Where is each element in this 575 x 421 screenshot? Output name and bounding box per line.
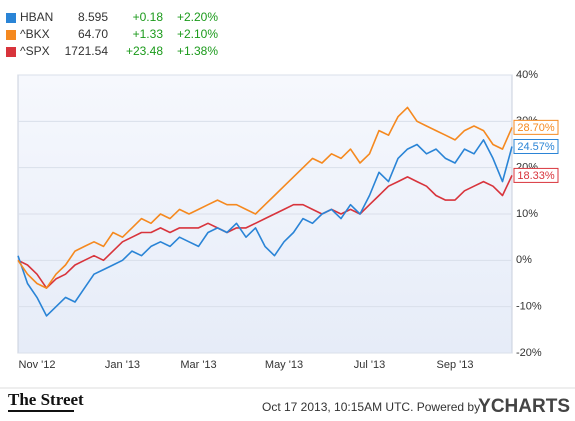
legend-price: 64.70	[78, 27, 108, 41]
y-tick-label: 40%	[516, 69, 538, 81]
legend-label: ^SPX	[20, 44, 50, 58]
x-tick-label: Jul '13	[354, 359, 385, 371]
end-label-box	[513, 119, 559, 135]
series-line	[17, 106, 513, 289]
x-tick-label: Nov '12	[19, 359, 56, 371]
x-tick-label: May '13	[265, 359, 303, 371]
x-tick-label: Mar '13	[180, 359, 216, 371]
footer-timestamp: Oct 17 2013, 10:15AM UTC. Powered by	[262, 400, 480, 414]
legend-change-pct: +2.10%	[177, 27, 218, 41]
legend-change: +23.48	[126, 44, 163, 58]
legend-swatch	[6, 13, 16, 23]
end-label: 28.70%	[517, 122, 555, 134]
end-label-box	[513, 167, 559, 183]
legend-label: ^BKX	[20, 27, 50, 41]
legend: HBAN 8.595 +0.18 +2.20% ^BKX 64.70 +1.33 +2.10%…	[6, 10, 218, 58]
end-label: 18.33%	[517, 170, 555, 182]
legend-swatch	[6, 47, 16, 57]
legend-change-pct: +1.38%	[177, 44, 218, 58]
footer-logo: The Street	[8, 390, 84, 409]
legend-swatch	[6, 30, 16, 40]
y-tick-label: -20%	[516, 347, 542, 359]
x-tick-label: Sep '13	[437, 359, 474, 371]
legend-change: +1.33	[133, 27, 164, 41]
legend-change-pct: +2.20%	[177, 10, 218, 24]
y-tick-label: 0%	[516, 254, 532, 266]
footer-brand: YCHARTS	[478, 396, 570, 417]
x-tick-label: Jan '13	[105, 359, 140, 371]
legend-price: 1721.54	[65, 44, 109, 58]
series-line	[17, 175, 513, 289]
end-label: 24.57%	[517, 141, 555, 153]
y-tick-label: 10%	[516, 208, 538, 220]
end-label-box	[513, 138, 559, 154]
y-tick-label: -10%	[516, 301, 542, 313]
legend-label: HBAN	[20, 10, 53, 24]
legend-change: +0.18	[133, 10, 164, 24]
legend-price: 8.595	[78, 10, 108, 24]
series-line	[17, 139, 513, 317]
